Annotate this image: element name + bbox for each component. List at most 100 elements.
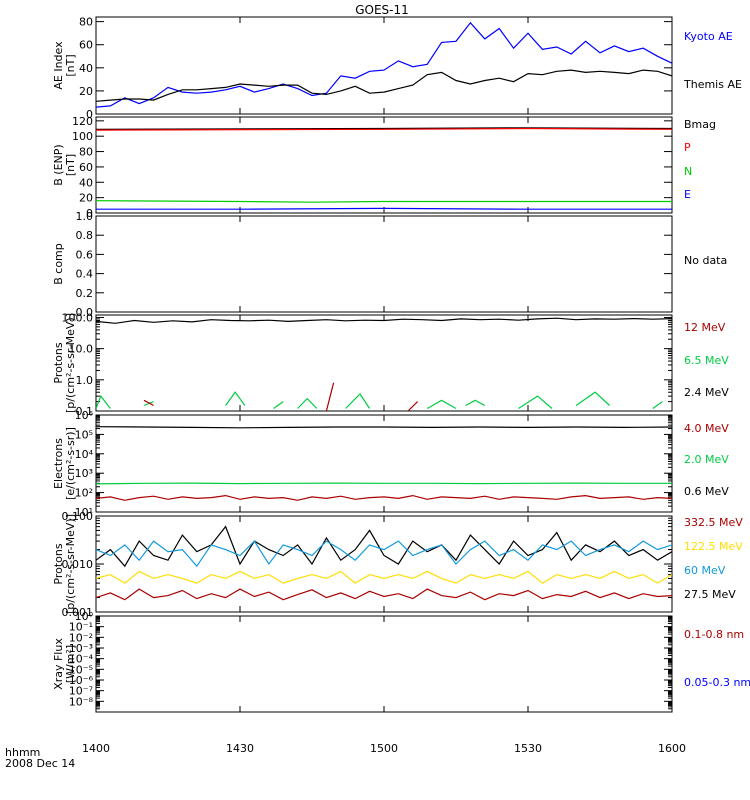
y-tick-label: 0 (86, 108, 93, 121)
legend-entry: Bmag (684, 118, 716, 131)
legend-entry: N (684, 165, 692, 178)
series-line-themis-ae (96, 69, 672, 102)
y-tick-label: 10⁴ (75, 448, 94, 461)
panel-frame (95, 16, 673, 115)
legend-entry: 2.4 MeV (684, 386, 729, 399)
series-segment-6-5-mev (465, 399, 486, 407)
series-line-e (96, 207, 672, 210)
y-axis-unit: [nT] (64, 154, 77, 176)
y-tick-label: 0.001 (62, 606, 94, 619)
series-segment-6-5-mev (345, 393, 371, 409)
y-tick-label: 80 (79, 146, 93, 159)
series-group (96, 21, 672, 108)
y-tick-label: 10⁻⁵ (69, 663, 93, 676)
x-tick-label: 1530 (514, 742, 542, 755)
series-segment-12-mev (407, 401, 419, 411)
series-segment-6-5-mev (273, 401, 284, 409)
panel-ae: 0 20 40 60 80 AE Index [nT] Kyoto AE Themis AE (52, 16, 742, 121)
y-tick-label: 100 (72, 130, 93, 143)
y-axis-label: Protons (52, 342, 65, 383)
legend-entry: 27.5 MeV (684, 588, 736, 601)
y-axis-label: AE Index (52, 41, 65, 90)
series-line-332-5-mev (96, 588, 672, 601)
series-group (96, 317, 672, 411)
series-segment-6-5-mev (297, 397, 318, 409)
x-axis-label: hhmm (5, 746, 40, 759)
y-axis-label: Xray Flux (52, 638, 65, 690)
panel-frame (95, 116, 673, 214)
series-segment-6-5-mev (518, 395, 553, 410)
series-line-2-0-mev (96, 482, 672, 485)
legend-entry: 0.05-0.3 nm (684, 676, 750, 689)
y-tick-label: 10⁻² (69, 631, 93, 644)
legend-entry: No data (684, 254, 727, 267)
y-tick-label: 0.100 (62, 510, 94, 523)
y-tick-label: 0.1 (76, 405, 94, 418)
y-tick-label: 0.2 (76, 287, 94, 300)
legend-entry: E (684, 188, 691, 201)
series-line-n (96, 200, 672, 203)
y-tick-label: 10⁰ (75, 610, 94, 623)
legend-entry: 60 MeV (684, 564, 726, 577)
x-axis: 1400 1430 1500 1530 1600 (82, 742, 686, 755)
y-tick-label: 0.0 (76, 306, 94, 319)
y-axis-label: Electrons (52, 438, 65, 489)
plot-title: GOES-11 (355, 3, 409, 17)
panel-frame (95, 314, 673, 412)
series-line-p (96, 127, 672, 131)
y-tick-label: 20 (79, 85, 93, 98)
x-axis-date: 2008 Dec 14 (5, 757, 75, 770)
y-axis-unit: [W/m²] (64, 645, 77, 683)
series-group (96, 426, 672, 501)
y-tick-label: 10⁻⁶ (69, 674, 94, 687)
series-segment-6-5-mev (426, 399, 457, 410)
y-tick-label: 10⁻⁷ (69, 685, 93, 698)
y-tick-label: 60 (79, 39, 93, 52)
y-axis-unit: [nT] (64, 54, 77, 76)
series-segment-6-5-mev (225, 391, 246, 406)
y-tick-label: 20 (79, 192, 93, 205)
panel-frame (95, 215, 673, 313)
legend-entry: Themis AE (683, 78, 742, 91)
panel-frame (95, 515, 673, 613)
series-segment-12-mev (325, 382, 335, 411)
y-tick-label: 0.010 (62, 558, 94, 571)
y-tick-label: 1.0 (76, 374, 94, 387)
panel-bcomp: 0.0 0.2 0.4 0.6 0.8 1.0 B comp No data (52, 210, 727, 319)
y-axis-label: B (ENP) (52, 144, 65, 185)
y-axis-label: B comp (52, 243, 65, 285)
y-tick-label: 10¹ (75, 506, 93, 519)
legend-entry: 4.0 MeV (684, 422, 729, 435)
legend-entry: 0.1-0.8 nm (684, 628, 744, 641)
panel-b: 0 20 40 60 80 100 120 B (ENP) [nT] Bmag PNE (52, 115, 716, 220)
x-tick-label: 1500 (370, 742, 398, 755)
series-line-122-5-mev (96, 570, 672, 584)
panel-protons_high: 0.001 0.010 0.100 Protons [p/(cm²-s-sr-MeV)]… (52, 510, 743, 619)
y-tick-label: 1.0 (76, 210, 94, 223)
y-tick-label: 100.0 (62, 311, 94, 324)
series-segment-6-5-mev (575, 391, 611, 406)
y-tick-label: 60 (79, 161, 93, 174)
panel-frame (95, 615, 673, 713)
series-segment-6-5-mev (652, 401, 663, 409)
y-tick-label: 10³ (75, 467, 93, 480)
y-tick-label: 0.8 (76, 229, 94, 242)
y-tick-label: 80 (79, 16, 93, 29)
y-axis-unit: [e/(cm²-s-sr)] (64, 427, 77, 500)
y-tick-label: 0.4 (76, 268, 94, 281)
y-tick-label: 40 (79, 62, 93, 75)
series-group (96, 525, 672, 601)
x-tick-label: 1400 (82, 742, 110, 755)
y-tick-label: 40 (79, 176, 93, 189)
legend-entry: 332.5 MeV (684, 516, 743, 529)
x-tick-label: 1600 (658, 742, 686, 755)
legend-entry: 2.0 MeV (684, 453, 729, 466)
x-tick-label: 1430 (226, 742, 254, 755)
y-axis-unit: [p/(cm²-s-sr-MeV)] (64, 313, 77, 413)
series-line-60-mev (96, 540, 672, 568)
legend-entry: 122.5 MeV (684, 540, 743, 553)
y-tick-label: 10⁻⁴ (69, 653, 94, 666)
y-tick-label: 10² (75, 487, 93, 500)
